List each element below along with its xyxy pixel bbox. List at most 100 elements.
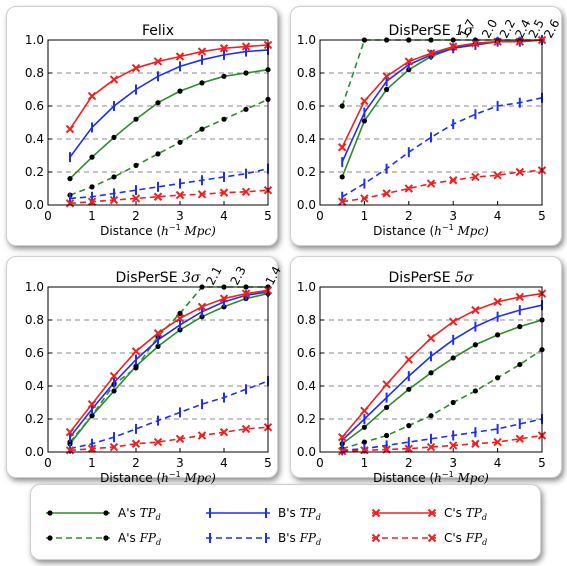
data-point-c-tp — [337, 143, 347, 152]
chart-disperse-5sigma: 0.0 0.2 0.4 0.6 0.8 1.0 0 1 2 3 4 5 DisPerSE 5σ Dista… — [297, 270, 547, 485]
data-point-c-fp — [404, 444, 414, 453]
data-point-a-fp — [243, 106, 249, 112]
data-point-c-tp — [404, 355, 414, 364]
series-line-a-fp — [69, 98, 268, 196]
data-point-c-fp — [448, 441, 458, 450]
data-point-c-fp — [404, 184, 414, 193]
threshold-annotation: 1.4 — [263, 264, 284, 287]
data-point-c-tp — [337, 432, 347, 442]
data-point-c-tp — [360, 406, 369, 415]
data-point-c-fp — [87, 197, 97, 206]
series-line-b-fp — [342, 418, 542, 452]
data-point-c-fp — [515, 167, 525, 177]
data-point-a-tp — [450, 355, 456, 361]
data-point-a-tp — [472, 342, 478, 348]
legend-marker — [103, 535, 109, 541]
data-point-a-tp — [361, 118, 367, 124]
data-point-c-tp — [197, 47, 207, 56]
data-point-c-tp — [448, 42, 458, 51]
data-point-a-tp — [133, 116, 139, 122]
data-point-a-fp — [472, 388, 478, 394]
series-line-c-tp — [341, 292, 542, 438]
data-point-c-tp — [493, 297, 502, 307]
x-tick-label: 4 — [494, 456, 502, 470]
data-point-c-fp — [153, 192, 163, 201]
series-line-b-tp — [69, 49, 268, 158]
data-point-a-fp — [495, 375, 501, 381]
y-tick-label: 0.8 — [25, 313, 44, 327]
data-point-a-tp — [339, 174, 345, 180]
data-point-c-fp — [426, 442, 436, 452]
series-line-c-tp — [341, 39, 542, 148]
plot-frame — [47, 286, 269, 453]
threshold-annotation: 2.3 — [227, 264, 248, 287]
x-tick-label: 3 — [176, 456, 184, 470]
data-point-c-fp — [131, 194, 141, 203]
x-axis-label: Distance (h−1 Mpc) — [100, 223, 216, 238]
data-point-c-tp — [404, 57, 414, 66]
x-tick-label: 2 — [405, 209, 413, 223]
data-point-a-fp — [111, 174, 117, 180]
data-point-a-tp — [67, 176, 73, 182]
y-tick-label: 0.6 — [25, 99, 44, 113]
chart-title: DisPerSE 1σ — [389, 23, 474, 39]
data-point-c-fp — [426, 179, 436, 188]
legend-marker — [427, 533, 437, 543]
series-line-a-tp — [341, 319, 542, 445]
y-tick-label: 0.0 — [297, 445, 316, 459]
series-group — [69, 286, 268, 452]
data-point-a-tp — [517, 324, 523, 330]
series-line-b-tp — [341, 39, 542, 163]
data-point-a-fp — [406, 423, 412, 429]
data-point-a-fp — [177, 310, 183, 316]
y-tick-label: 1.0 — [25, 280, 44, 294]
x-tick-label: 4 — [220, 209, 228, 223]
data-point-a-tp — [361, 424, 367, 430]
data-point-c-fp — [515, 434, 525, 444]
y-tick-label: 0.0 — [25, 198, 44, 212]
x-tick-label: 0 — [316, 456, 324, 470]
y-tick-label: 0.2 — [25, 165, 44, 179]
data-point-c-fp — [241, 187, 251, 197]
data-point-a-fp — [221, 116, 227, 122]
data-point-c-fp — [471, 172, 480, 182]
series-group — [341, 292, 542, 452]
data-point-c-tp — [382, 380, 391, 389]
data-point-c-tp — [65, 124, 75, 134]
data-point-a-fp — [177, 139, 183, 145]
y-tick-label: 0.8 — [297, 66, 316, 80]
data-point-a-tp — [384, 86, 390, 93]
legend-label: A's TPd — [118, 506, 161, 522]
x-tick-label: 1 — [88, 456, 96, 470]
data-point-a-tp — [199, 80, 205, 86]
data-point-c-tp — [109, 371, 119, 381]
series-line-a-tp — [69, 292, 268, 445]
series-line-a-tp — [69, 68, 268, 180]
x-tick-label: 3 — [449, 209, 457, 223]
data-point-c-tp — [360, 96, 369, 106]
data-point-c-fp — [241, 424, 251, 434]
data-point-c-tp — [153, 328, 163, 338]
series-line-c-fp — [69, 189, 268, 205]
data-point-c-tp — [131, 63, 141, 73]
data-point-c-tp — [471, 305, 480, 315]
x-tick-label: 2 — [132, 456, 140, 470]
data-point-c-fp — [493, 437, 502, 447]
data-point-a-tp — [155, 343, 161, 349]
series-line-b-tp — [69, 291, 268, 438]
x-tick-label: 5 — [264, 456, 272, 470]
data-point-a-tp — [428, 370, 434, 376]
x-tick-label: 2 — [405, 456, 413, 470]
x-tick-label: 0 — [316, 209, 324, 223]
x-tick-label: 2 — [132, 209, 140, 223]
legend-marker — [47, 510, 53, 516]
data-point-a-tp — [495, 332, 501, 338]
data-point-c-fp — [219, 188, 229, 197]
y-tick-label: 0.8 — [25, 66, 44, 80]
data-point-a-fp — [339, 103, 345, 109]
series-line-a-tp — [341, 39, 542, 178]
x-tick-label: 5 — [538, 456, 546, 470]
y-tick-label: 1.0 — [297, 280, 316, 294]
data-point-c-fp — [382, 189, 391, 198]
